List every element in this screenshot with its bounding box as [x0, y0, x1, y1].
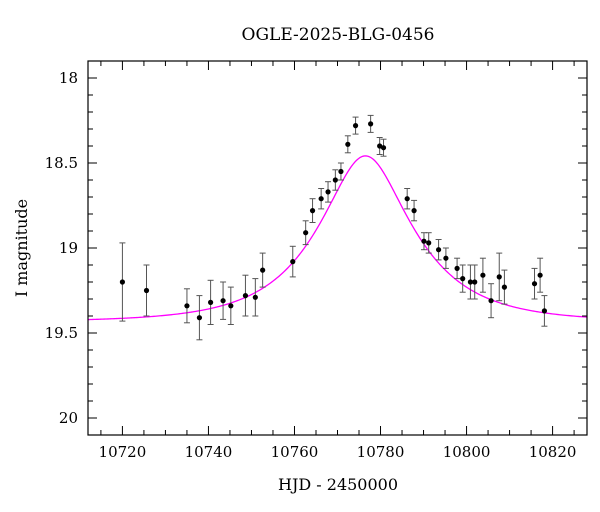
data-point — [404, 188, 411, 210]
data-point — [531, 267, 538, 300]
data-point — [252, 278, 259, 317]
x-tick-label: 10820 — [529, 443, 577, 461]
data-point — [479, 257, 486, 293]
data-point — [259, 252, 266, 288]
x-tick-label: 10800 — [443, 443, 491, 461]
y-axis-label: I magnitude — [12, 199, 31, 297]
data-point — [143, 264, 150, 317]
data-point — [220, 281, 227, 320]
data-point — [352, 116, 359, 135]
x-tick-label: 10720 — [99, 443, 147, 461]
data-marker — [501, 284, 508, 290]
data-marker — [338, 168, 344, 175]
data-point — [183, 288, 190, 324]
data-point — [196, 295, 203, 341]
data-point — [325, 181, 332, 203]
y-tick-label: 18 — [59, 69, 78, 87]
data-marker — [537, 272, 543, 278]
data-point — [435, 239, 442, 261]
data-marker — [421, 238, 427, 244]
chart-title: OGLE-2025-BLG-0456 — [242, 25, 435, 45]
data-marker — [443, 255, 449, 261]
data-marker — [252, 294, 258, 300]
data-point — [119, 242, 126, 322]
data-marker — [454, 265, 460, 271]
data-marker — [228, 303, 234, 309]
data-marker — [411, 208, 417, 214]
data-marker — [496, 274, 502, 280]
data-marker — [467, 279, 474, 285]
data-marker — [303, 230, 309, 236]
data-marker — [531, 281, 538, 287]
data-marker — [472, 279, 478, 285]
data-marker — [345, 141, 351, 147]
data-point — [302, 220, 309, 246]
data-point — [541, 295, 548, 327]
data-point — [332, 169, 339, 191]
data-marker — [377, 143, 383, 149]
data-point — [242, 274, 249, 317]
data-marker — [368, 121, 374, 127]
data-point — [537, 257, 544, 293]
data-marker — [318, 196, 324, 202]
data-point — [471, 264, 478, 300]
data-point — [376, 137, 383, 155]
data-marker — [325, 189, 331, 195]
data-marker — [435, 247, 442, 253]
y-tick-label: 18.5 — [45, 154, 78, 172]
data-point — [442, 247, 449, 269]
x-tick-label: 10780 — [357, 443, 405, 461]
data-marker — [404, 196, 410, 202]
data-point — [289, 245, 296, 278]
y-tick-label: 20 — [59, 409, 78, 427]
y-tick-label: 19 — [59, 239, 78, 257]
x-tick-label: 10740 — [185, 443, 233, 461]
data-marker — [207, 299, 214, 305]
data-point — [207, 279, 214, 325]
data-marker — [309, 208, 316, 214]
x-tick-label: 10760 — [271, 443, 319, 461]
data-marker — [488, 298, 494, 304]
data-point — [425, 232, 432, 254]
data-marker — [480, 272, 486, 278]
data-marker — [260, 267, 266, 273]
data-marker — [242, 293, 249, 299]
plot-area — [87, 114, 588, 341]
data-point — [309, 198, 316, 223]
data-marker — [220, 298, 226, 304]
data-marker — [426, 240, 432, 246]
data-point — [380, 138, 387, 157]
data-marker — [380, 145, 387, 151]
y-tick-label: 19.5 — [45, 324, 78, 342]
data-point — [501, 269, 508, 305]
axes: 10720 10740 10760 10780 10800 10820 18 18.5 19 19… — [45, 60, 587, 461]
data-point — [344, 135, 351, 154]
data-point — [367, 114, 374, 133]
data-point — [337, 162, 344, 181]
data-point — [318, 188, 325, 210]
data-marker — [332, 177, 338, 183]
data-point — [411, 199, 418, 222]
data-marker — [184, 303, 190, 309]
data-marker — [119, 279, 126, 285]
plot-frame — [87, 60, 588, 436]
data-point — [459, 264, 466, 293]
data-marker — [352, 123, 359, 129]
data-point — [454, 257, 461, 280]
x-axis-label: HJD - 2450000 — [278, 475, 398, 494]
data-point — [496, 252, 503, 302]
data-point — [420, 232, 427, 251]
data-marker — [143, 287, 150, 294]
data-point — [227, 286, 234, 325]
data-point — [488, 283, 495, 319]
data-marker — [460, 276, 466, 282]
data-marker — [541, 308, 548, 314]
data-marker — [196, 315, 203, 321]
data-marker — [290, 259, 296, 265]
